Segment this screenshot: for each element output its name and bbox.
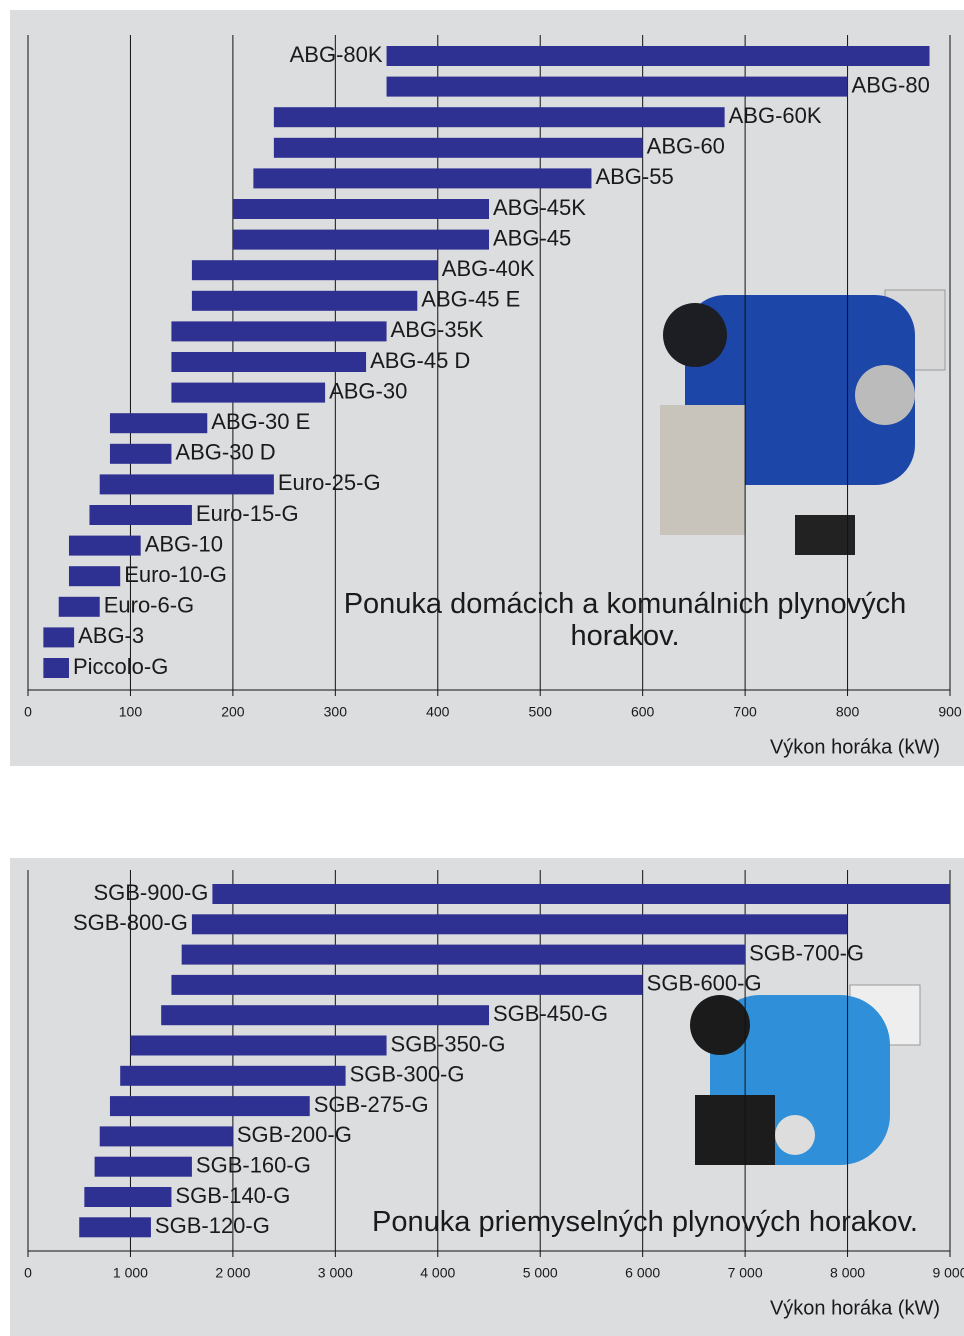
bar-label: SGB-120-G: [155, 1213, 270, 1238]
bar-label: ABG-55: [595, 164, 673, 189]
bar-label: ABG-45: [493, 225, 571, 250]
bar-label: SGB-350-G: [391, 1031, 506, 1056]
bar-label: ABG-45 E: [421, 287, 520, 312]
bar-label: Piccolo-G: [73, 654, 168, 679]
bar: [171, 383, 325, 403]
bar-label: ABG-45K: [493, 195, 586, 220]
x-tick-label: 5 000: [523, 1265, 558, 1281]
bar-label: ABG-40K: [442, 256, 535, 281]
bar: [120, 1066, 345, 1086]
bar: [59, 597, 100, 617]
x-tick-label: 200: [221, 704, 245, 720]
x-tick-label: 700: [733, 704, 757, 720]
bar-label: SGB-300-G: [350, 1062, 465, 1087]
bar: [100, 474, 274, 494]
bar-label: ABG-60: [647, 134, 725, 159]
bar: [387, 77, 848, 97]
bar-label: ABG-80: [852, 72, 930, 97]
page: 0 100 200 300 400 500 600 700 800 900 Výkon horáka…: [0, 0, 964, 1336]
bar: [233, 199, 489, 219]
bar-label: SGB-200-G: [237, 1122, 352, 1147]
bar-label: SGB-275-G: [314, 1092, 429, 1117]
chart: 0 100 200 300 400 500 600 700 800 900 Výkon horáka…: [0, 0, 964, 1336]
bar: [171, 321, 386, 341]
bar: [69, 536, 141, 556]
bar: [182, 945, 745, 965]
bar: [212, 884, 950, 904]
bar: [253, 168, 591, 188]
x-tick-label: 2 000: [215, 1265, 250, 1281]
bar-label: ABG-30: [329, 378, 407, 403]
x-tick-label: 8 000: [830, 1265, 865, 1281]
bar-label: Euro-6-G: [104, 593, 194, 618]
x-tick-label: 800: [836, 704, 860, 720]
bar-label: SGB-800-G: [73, 910, 188, 935]
bar-label: ABG-30 E: [211, 409, 310, 434]
bar: [387, 46, 930, 66]
x-tick-label: 7 000: [728, 1265, 763, 1281]
bar: [192, 914, 848, 934]
bar-label: ABG-35K: [391, 317, 484, 342]
x-tick-label: 6 000: [625, 1265, 660, 1281]
bar: [130, 1036, 386, 1056]
bar-label: SGB-160-G: [196, 1153, 311, 1178]
x-tick-label: 0: [24, 704, 32, 720]
x-tick-label: 9 000: [932, 1265, 964, 1281]
bar: [171, 352, 366, 372]
bar: [192, 291, 417, 311]
x-tick-label: 3 000: [318, 1265, 353, 1281]
bar: [110, 444, 171, 464]
bar: [95, 1157, 192, 1177]
bar: [192, 260, 438, 280]
bar-label: SGB-900-G: [93, 880, 208, 905]
bar-label: ABG-3: [78, 623, 144, 648]
annotation: Ponuka priemyselných plynových horakov.: [330, 1206, 960, 1238]
bar: [79, 1217, 151, 1237]
x-tick-label: 1 000: [113, 1265, 148, 1281]
bar-label: SGB-140-G: [175, 1183, 290, 1208]
bar: [110, 413, 207, 433]
bar: [274, 138, 643, 158]
bar: [100, 1126, 233, 1146]
x-axis-title: Výkon horáka (kW): [770, 1297, 940, 1319]
x-tick-label: 4 000: [420, 1265, 455, 1281]
bar-label: SGB-700-G: [749, 940, 864, 965]
bar: [43, 658, 69, 678]
x-axis-title: Výkon horáka (kW): [770, 736, 940, 758]
bar: [110, 1096, 310, 1116]
x-tick-label: 0: [24, 1265, 32, 1281]
x-tick-label: 900: [938, 704, 962, 720]
bar: [43, 627, 74, 647]
bar-label: SGB-600-G: [647, 971, 762, 996]
bar: [233, 230, 489, 250]
bar-label: ABG-80K: [290, 42, 383, 67]
bar: [274, 107, 725, 127]
bar: [69, 566, 120, 586]
x-tick-label: 600: [631, 704, 655, 720]
x-tick-label: 300: [324, 704, 348, 720]
x-tick-label: 500: [529, 704, 553, 720]
x-tick-label: 400: [426, 704, 450, 720]
bar: [161, 1005, 489, 1025]
bar: [171, 975, 642, 995]
bar: [89, 505, 191, 525]
bar: [84, 1187, 171, 1207]
bar-label: ABG-45 D: [370, 348, 470, 373]
bar-label: ABG-30 D: [175, 440, 275, 465]
bar-label: Euro-10-G: [124, 562, 227, 587]
bar-label: SGB-450-G: [493, 1001, 608, 1026]
bar-label: ABG-60K: [729, 103, 822, 128]
bar-label: ABG-10: [145, 531, 223, 556]
bar-label: Euro-15-G: [196, 501, 299, 526]
annotation: Ponuka domácich a komunálnich plynových …: [305, 588, 945, 652]
x-tick-label: 100: [119, 704, 143, 720]
bar-label: Euro-25-G: [278, 470, 381, 495]
